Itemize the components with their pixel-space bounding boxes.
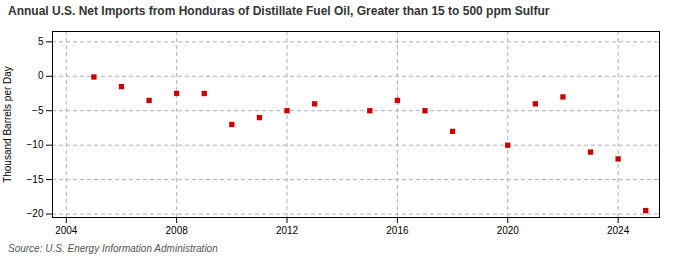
svg-text:2016: 2016 [386,225,409,236]
html-text:Source: U.S. Energy Informatio: Source: U.S. Energy Information Administ… [8,243,218,254]
svg-text:−20: −20 [27,208,44,219]
svg-text:−10: −10 [27,139,44,150]
html-text:Annual U.S. Net Imports from H: Annual U.S. Net Imports from Honduras of… [8,4,550,18]
svg-text:2012: 2012 [276,225,299,236]
svg-text:2020: 2020 [497,225,520,236]
svg-text:2004: 2004 [55,225,78,236]
svg-text:2008: 2008 [166,225,189,236]
svg-text:5: 5 [38,36,44,47]
svg-text:−15: −15 [27,174,44,185]
svg-text:2024: 2024 [607,225,630,236]
svg-text:Thousand Barrels per Day: Thousand Barrels per Day [2,66,13,183]
svg-text:−5: −5 [32,105,44,116]
svg-text:0: 0 [38,70,44,81]
